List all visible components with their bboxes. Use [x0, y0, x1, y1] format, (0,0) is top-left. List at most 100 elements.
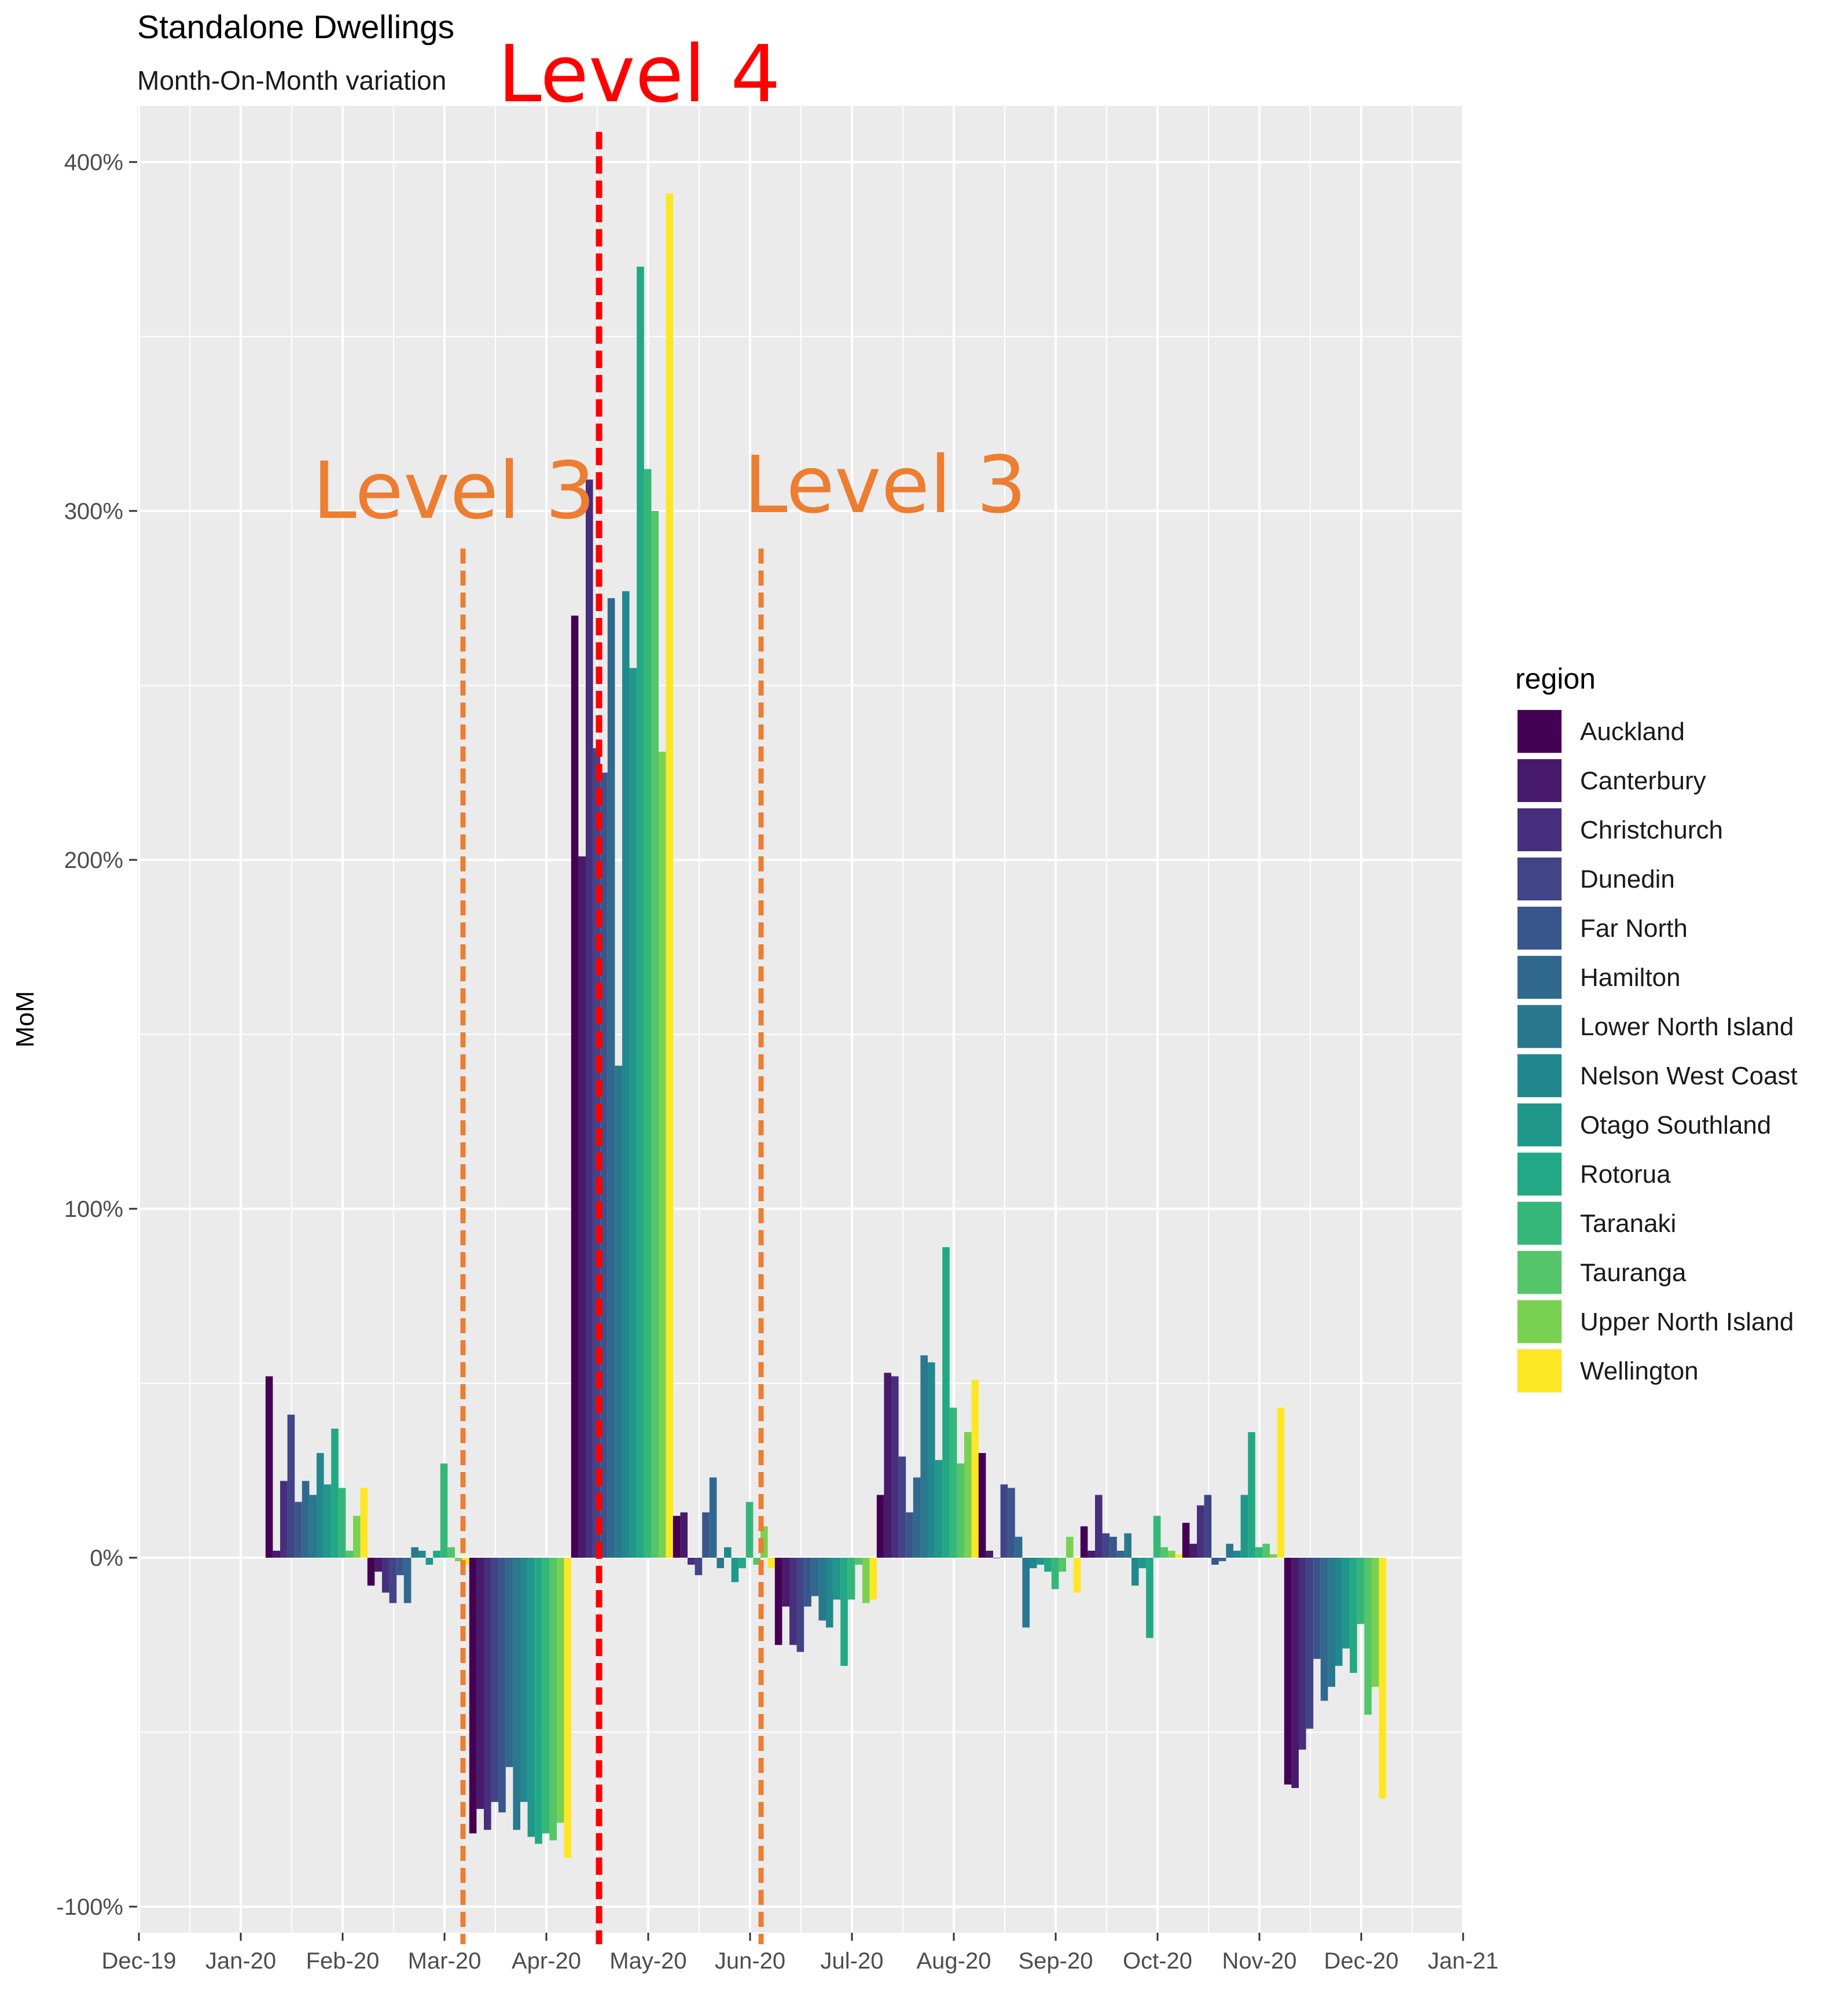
legend-swatch — [1518, 858, 1562, 900]
bar — [964, 1432, 972, 1558]
bar — [1116, 1550, 1125, 1558]
bar — [1153, 1515, 1161, 1558]
bar — [731, 1558, 739, 1583]
bar — [1248, 1432, 1255, 1558]
bar — [789, 1558, 797, 1645]
legend-item-label: Far North — [1580, 914, 1688, 943]
bar — [928, 1362, 935, 1558]
bar — [382, 1558, 390, 1593]
bar — [498, 1558, 506, 1813]
bar — [629, 668, 637, 1558]
annotation-label: Level 4 — [498, 29, 781, 120]
bar — [571, 615, 579, 1558]
bar — [360, 1488, 368, 1558]
bar — [688, 1558, 695, 1565]
bar — [353, 1515, 361, 1558]
legend-swatch — [1518, 907, 1562, 950]
legend-swatch — [1518, 1054, 1562, 1097]
bar — [804, 1558, 811, 1607]
legend-item-label: Tauranga — [1580, 1259, 1687, 1287]
bar — [695, 1558, 703, 1576]
legend-item-label: Christchurch — [1580, 816, 1723, 844]
bar — [1364, 1558, 1372, 1715]
bar — [1008, 1488, 1015, 1558]
bar — [1030, 1558, 1037, 1569]
bar — [1160, 1547, 1168, 1558]
legend-item-label: Wellington — [1580, 1357, 1699, 1385]
bar — [535, 1558, 542, 1844]
chart-subtitle: Month-On-Month variation — [137, 65, 447, 95]
bar — [1313, 1558, 1321, 1659]
bar — [1102, 1533, 1110, 1558]
bar — [709, 1477, 717, 1558]
bar — [1335, 1558, 1343, 1666]
bar — [309, 1495, 317, 1558]
bar — [491, 1558, 499, 1802]
bar — [1015, 1536, 1023, 1558]
bar — [520, 1558, 528, 1802]
legend-item-label: Dunedin — [1580, 865, 1675, 893]
legend-swatch — [1518, 1005, 1562, 1048]
bar — [1255, 1547, 1263, 1558]
bar — [418, 1550, 426, 1558]
bar — [396, 1558, 404, 1576]
bar — [1262, 1543, 1270, 1558]
bar — [564, 1558, 572, 1858]
bar — [666, 193, 674, 1558]
x-tick-label: Dec-20 — [1324, 1948, 1399, 1974]
legend-swatch — [1518, 1251, 1562, 1294]
bar — [403, 1558, 412, 1603]
bar — [891, 1376, 899, 1558]
bar — [280, 1481, 288, 1558]
y-tick-label: 400% — [64, 150, 123, 175]
annotation-label: Level 3 — [744, 440, 1027, 531]
bar — [1328, 1558, 1335, 1687]
bar — [317, 1453, 324, 1558]
bar — [440, 1463, 448, 1558]
annotation-label: Level 3 — [313, 446, 596, 537]
x-tick-label: Sep-20 — [1019, 1948, 1093, 1974]
bar — [549, 1558, 557, 1841]
bar — [796, 1558, 804, 1652]
bar — [862, 1558, 870, 1603]
bar — [469, 1558, 477, 1834]
y-tick-label: 0% — [90, 1546, 123, 1571]
x-tick-label: Oct-20 — [1123, 1948, 1192, 1974]
bar — [1291, 1558, 1299, 1788]
bar — [1320, 1558, 1328, 1701]
bar — [505, 1558, 513, 1767]
legend-swatch — [1518, 1153, 1562, 1195]
bar — [1189, 1543, 1197, 1558]
bar — [265, 1376, 273, 1558]
y-tick-label: 300% — [64, 499, 123, 524]
bar — [1226, 1543, 1233, 1558]
bar — [287, 1414, 295, 1558]
legend-item-label: Canterbury — [1580, 767, 1706, 795]
bar — [702, 1512, 710, 1558]
legend-title: region — [1515, 663, 1596, 695]
bar — [1168, 1550, 1175, 1558]
bar — [637, 266, 644, 1558]
legend-item-label: Otago Southland — [1580, 1111, 1771, 1139]
bar — [1080, 1526, 1088, 1558]
bar — [1270, 1554, 1277, 1558]
bar — [644, 469, 652, 1558]
bar — [1131, 1558, 1139, 1586]
bar — [302, 1481, 310, 1558]
legend-item-label: Upper North Island — [1580, 1308, 1794, 1336]
bar — [745, 1502, 754, 1558]
legend-swatch — [1518, 1300, 1562, 1343]
bar — [949, 1407, 957, 1558]
bar — [1051, 1558, 1059, 1590]
bar — [782, 1558, 789, 1607]
legend-item-label: Rotorua — [1580, 1160, 1671, 1189]
legend-swatch — [1518, 808, 1562, 851]
bar — [622, 591, 630, 1558]
bar — [869, 1558, 877, 1600]
bar — [651, 511, 659, 1558]
bar — [476, 1558, 484, 1809]
bar — [717, 1558, 724, 1569]
bar — [1204, 1495, 1212, 1558]
bar — [425, 1558, 433, 1565]
bar — [942, 1247, 950, 1558]
